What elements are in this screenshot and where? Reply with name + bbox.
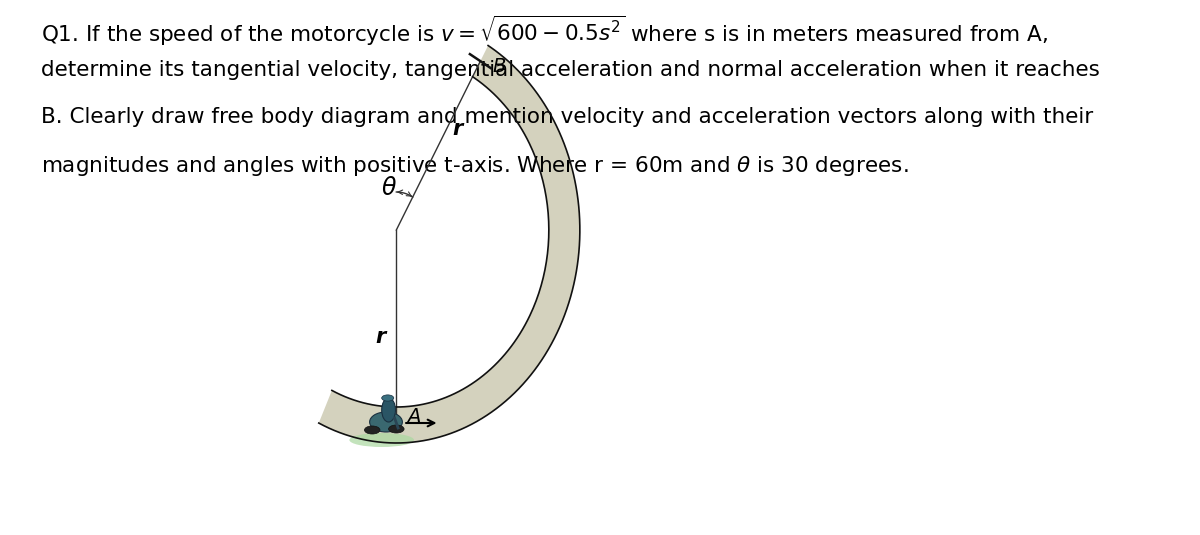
Text: Q1. If the speed of the motorcycle is $v = \sqrt{600 - 0.5s^2}$ where s is in me: Q1. If the speed of the motorcycle is $v… <box>41 13 1049 48</box>
Circle shape <box>382 395 394 401</box>
Text: $\theta$: $\theta$ <box>382 176 397 200</box>
Circle shape <box>365 426 380 434</box>
Text: determine its tangential velocity, tangential acceleration and normal accelerati: determine its tangential velocity, tange… <box>41 60 1100 80</box>
Text: B. Clearly draw free body diagram and mention velocity and acceleration vectors : B. Clearly draw free body diagram and me… <box>41 107 1093 127</box>
Ellipse shape <box>349 433 414 447</box>
Polygon shape <box>319 45 580 443</box>
Circle shape <box>389 425 404 433</box>
Ellipse shape <box>370 412 402 432</box>
Text: r: r <box>452 119 462 139</box>
Ellipse shape <box>382 398 396 422</box>
Text: r: r <box>376 327 386 347</box>
Text: A: A <box>407 407 420 426</box>
Text: B: B <box>492 57 505 75</box>
Text: magnitudes and angles with positive t-axis. Where r = 60m and $\theta$ is 30 deg: magnitudes and angles with positive t-ax… <box>41 154 908 178</box>
